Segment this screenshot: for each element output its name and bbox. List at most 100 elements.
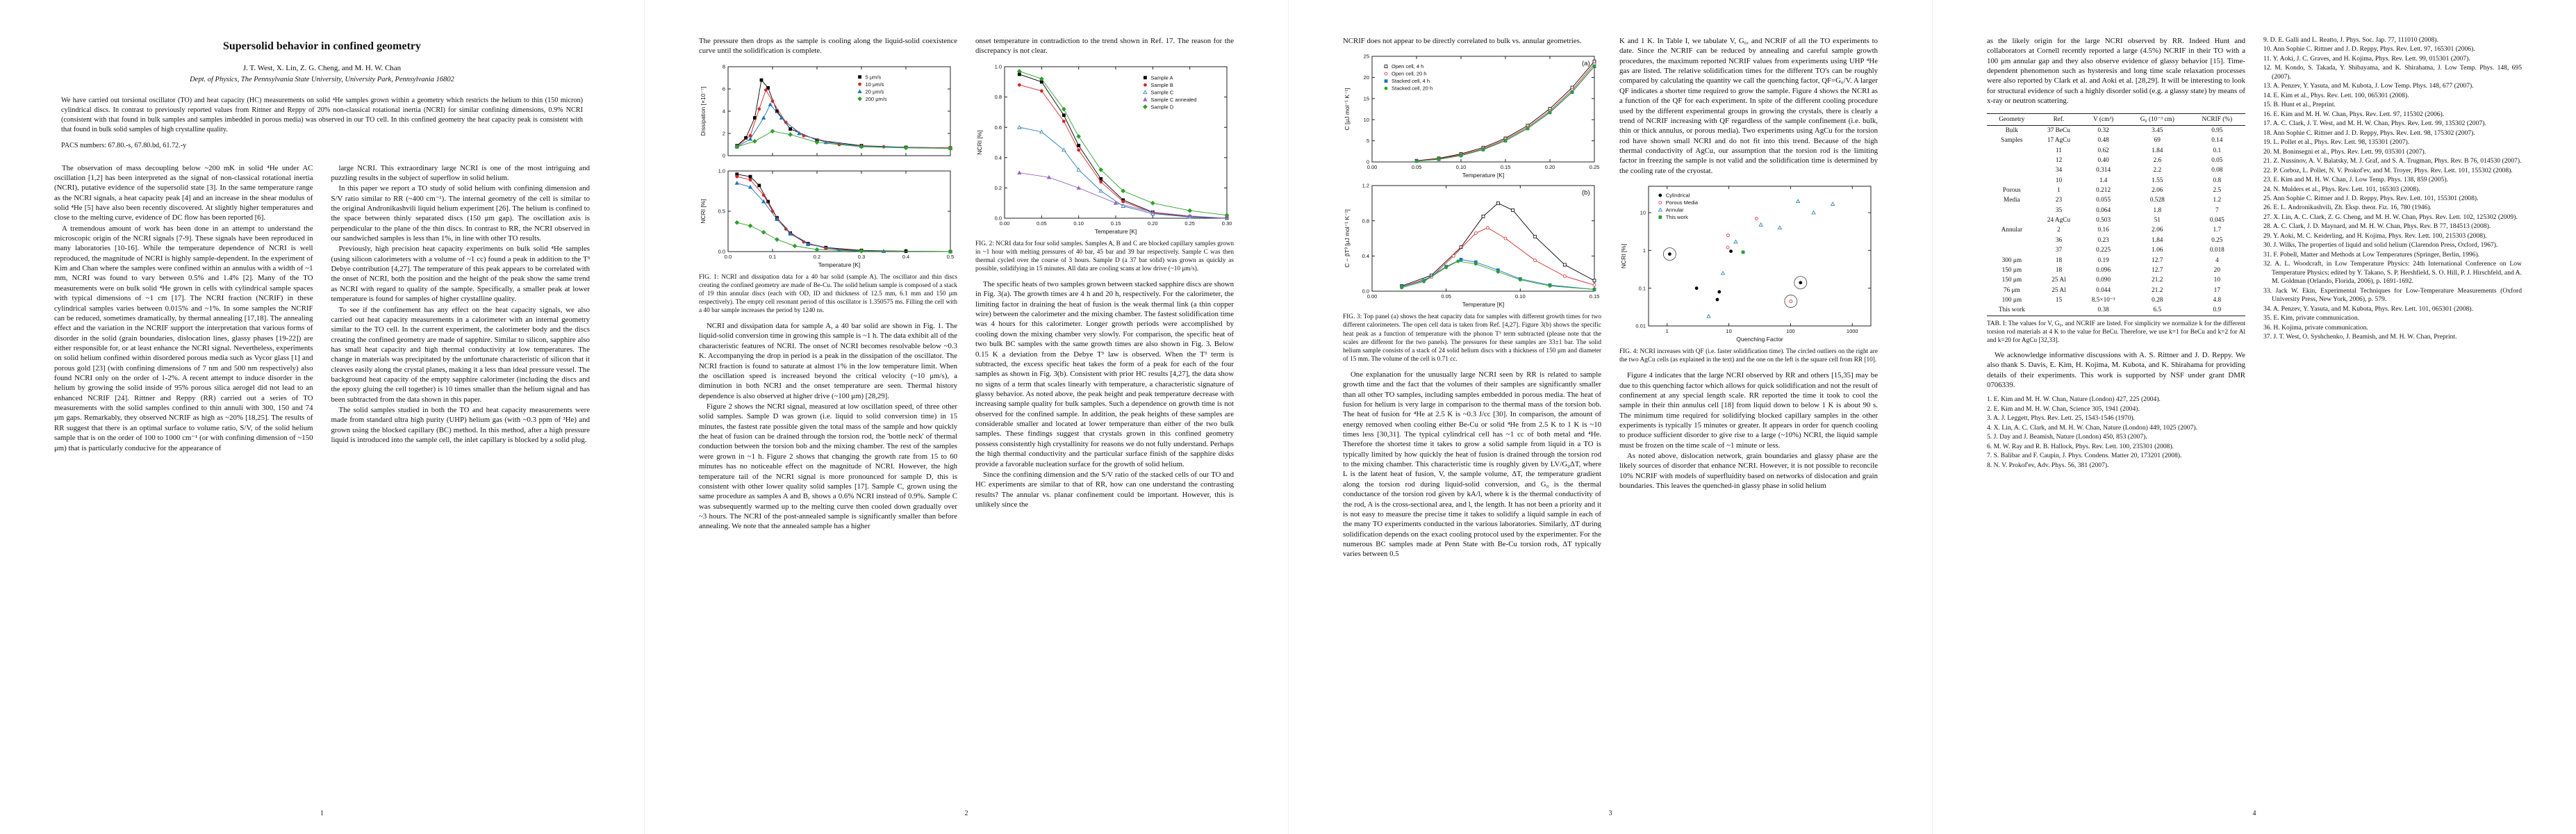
table-cell [1987,245,2037,255]
figure-3-caption: FIG. 3: Top panel (a) shows the heat cap… [1343,313,1601,363]
table-cell: 0.055 [2096,197,2111,204]
table-cell: 76 μm [2003,286,2020,294]
figure-4-ncri-vs-qf-plot: 1 10 100 1000 0.01 0.1 1 10 Quenching Factor NCRI… [1619,181,1878,344]
svg-text:C [μJ mol⁻¹ K⁻¹]: C [μJ mol⁻¹ K⁻¹] [1344,88,1351,131]
svg-text:0.10: 0.10 [1515,293,1526,300]
svg-text:0.2: 0.2 [995,185,1002,191]
table-cell: 0.95 [2211,126,2223,134]
svg-text:0.0: 0.0 [725,254,732,260]
svg-text:0.01: 0.01 [1635,323,1646,329]
reference-item: 8. N. V. Prokof'ev, Adv. Phys. 56, 381 (… [1987,461,2109,469]
figure-2-caption: FIG. 2: NCRI data for four solid samples… [975,240,1234,272]
svg-text:0.15: 0.15 [1590,293,1600,300]
table-cell: Porous [2002,187,2021,195]
reference-item: 28. A. C. Clark, J. D. Maynard, and M. H… [2263,222,2491,231]
svg-text:0.2: 0.2 [814,254,820,260]
figure-1-ncri-plot: 0.0 0.1 0.2 0.3 0.4 0.5 0.0 0.5 1.0 Temperature [… [699,165,957,270]
table-row: 35 0.064 1.8 7 [1987,206,2245,215]
reference-item: 37. J. T. West, O. Syshchenko, J. Beamis… [2263,333,2457,341]
table-header-cell: V (cm³) [2081,113,2126,126]
page3-columns: NCRIF does not appear to be directly cor… [1343,36,1878,560]
table-row: This work 0.38 6.5 0.9 [1987,305,2245,316]
table-row: 36 0.23 1.84 0.25 [1987,236,2245,245]
svg-text:Cylindrical: Cylindrical [1666,193,1690,199]
svg-text:Dissipation [×10⁻⁷]: Dissipation [×10⁻⁷] [700,86,707,136]
table-row: 150 μm 25 Al 0.090 21.2 10 [1987,275,2245,285]
page3-column-1: NCRIF does not appear to be directly cor… [1343,36,1601,560]
svg-text:0.4: 0.4 [995,154,1002,161]
page2-column-2: onset temperature in contradiction to th… [975,36,1234,532]
svg-text:Stacked cell, 4 h: Stacked cell, 4 h [1392,79,1430,85]
references-column-2: 9. D. E. Galli and L. Reatto, J. Phys. S… [2263,36,2522,341]
reference-item: 6. M. W. Ray and R. B. Hallock, Phys. Re… [1987,442,2174,450]
reference-item: 29. Y. Aoki, M. C. Keiderling, and H. Ko… [2263,231,2487,240]
page-3: NCRIF does not appear to be directly cor… [1288,0,1932,834]
table-cell: 10 [2213,277,2220,284]
table-cell: 25 Al [2051,286,2066,294]
table-row: Media 23 0.055 0.528 1.2 [1987,195,2245,205]
svg-text:1.2: 1.2 [1362,183,1369,189]
table-cell: 0.25 [2211,236,2223,244]
paragraph: In this paper we report a TO study of so… [331,184,591,243]
table-cell: 20 [2213,266,2220,274]
page3-col2-text: K and 1 K. In Table I, we tabulate V, G₀… [1619,36,1878,176]
svg-text:200 μm/s: 200 μm/s [866,95,887,101]
page-number: 3 [1608,810,1612,817]
table-cell: 25 Al [2051,277,2066,284]
svg-text:100: 100 [1786,328,1795,334]
table-cell: 1.55 [2152,177,2163,184]
table-cell: 300 μm [2001,256,2022,264]
figure-3b-excess-heat-plot: 0.00 0.05 0.10 0.15 0.0 0.4 0.8 1.2 Temperature … [1343,180,1601,309]
paragraph: The solid samples studied in both the TO… [331,406,591,445]
reference-item: 9. D. E. Galli and L. Reatto, J. Phys. S… [2263,36,2438,44]
table-cell: 0.225 [2096,247,2111,254]
table-cell: 8.5×10⁻³ [2091,296,2115,304]
paragraph: A tremendous amount of work has been don… [54,224,313,452]
table-cell: 37 BeCu [2047,126,2070,134]
page3-col2-text-b: Figure 4 indicates that the large NCRI o… [1619,370,1878,491]
table-cell: 1.8 [2153,206,2162,214]
page1-columns: The observation of mass decoupling below… [54,163,590,454]
table-cell: 51 [2154,217,2161,224]
figure-2: 0.00 0.05 0.10 0.15 0.20 0.25 0.30 0.0 0.2 0.4 0.6… [975,61,1234,273]
table-cell: 24 AgCu [2047,217,2071,224]
table-cell: 0.8 [2213,177,2222,184]
svg-text:Sample C: Sample C [1150,89,1174,95]
figure-4-caption: FIG. 4: NCRI increases with QF (i.e. fas… [1619,348,1878,364]
reference-item: 16. E. Kim and M. H. W. Chan, Phys. Rev.… [2263,110,2445,118]
authors-line: J. T. West, X. Lin, Z. G. Cheng, and M. … [242,64,402,72]
table-cell: 0.212 [2096,187,2111,195]
table-cell: 0.9 [2188,305,2245,316]
table-cell: 4.8 [2213,296,2222,304]
table-row: 10 1.4 1.55 0.8 [1987,176,2245,186]
reference-item: 2. E. Kim and M. H. W. Chan, Science 305… [1987,404,2140,413]
page3-column-2: K and 1 K. In Table I, we tabulate V, G₀… [1619,36,1878,560]
table-cell: 0.503 [2096,217,2111,224]
reference-item: 17. A. C. Clark, J. T. West, and M. H. W… [2263,120,2486,128]
page2-col2-text: The specific heats of two samples grown … [975,279,1234,509]
svg-text:Sample D: Sample D [1150,104,1174,110]
svg-text:1.0: 1.0 [995,63,1002,70]
svg-text:Open cell, 4 h: Open cell, 4 h [1392,64,1423,70]
table-cell: 23 [2055,197,2063,204]
table-1-caption: TAB. I: The values for V, G₀, and NCRIF … [1987,320,2245,344]
paragraph: Since the confining dimension and the S/… [975,470,1234,509]
paper-title: Supersolid behavior in confined geometry [222,40,422,52]
table-cell: 1.06 [2152,247,2163,254]
svg-text:0.10: 0.10 [1456,164,1467,170]
svg-text:0.5: 0.5 [718,208,725,214]
references-column-1: 1. E. Kim and M. H. W. Chan, Nature (Lon… [1987,395,2245,470]
table-cell: 36 [2055,236,2063,244]
table-cell: 1.7 [2213,227,2222,234]
table-cell: 17 [2213,286,2220,294]
reference-item: 30. J. Wilks, The properties of liquid a… [2263,241,2498,250]
table-cell: 100 μm [2001,296,2022,304]
table-row: 100 μm 15 8.5×10⁻³ 0.28 4.8 [1987,295,2245,305]
affiliation-line: Dept. of Physics, The Pennsylvania State… [190,76,454,83]
table-cell: 0.40 [2097,156,2109,164]
table-row: 34 0.314 2.2 0.08 [1987,165,2245,175]
svg-text:(a): (a) [1582,60,1590,67]
table-cell: 2.2 [2153,167,2162,174]
table-cell: 6.5 [2125,305,2189,316]
